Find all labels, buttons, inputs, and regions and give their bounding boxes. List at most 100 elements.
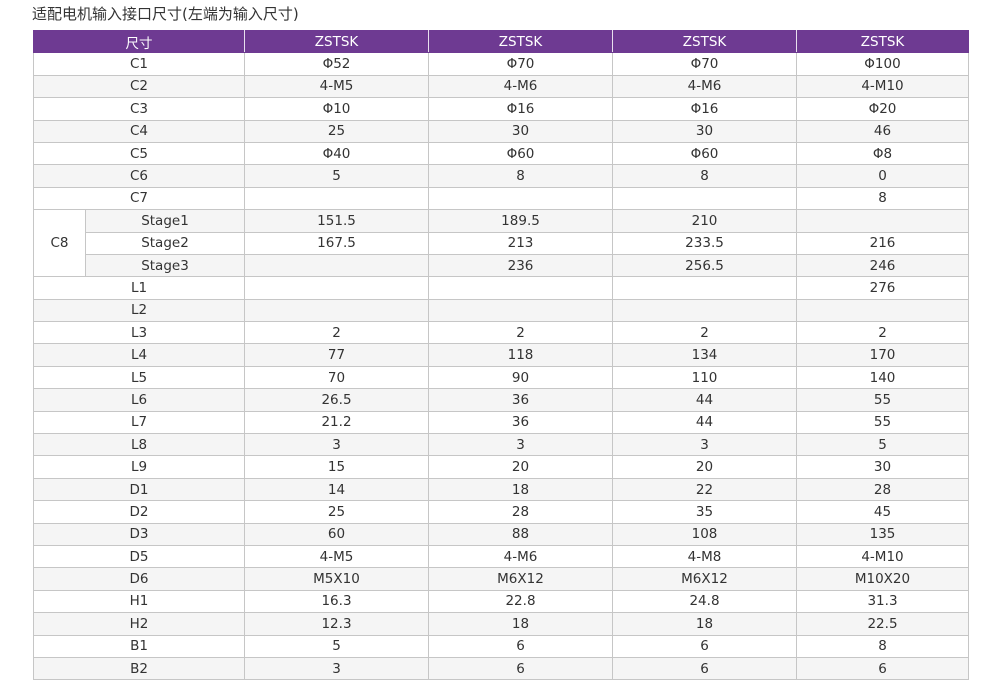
- row-label-cell: L9: [33, 455, 245, 479]
- value-cell: 24.8: [612, 589, 797, 614]
- table-row: H2 12.3 18 18 22.5: [33, 612, 969, 636]
- value-cell: 0: [796, 164, 969, 188]
- row-label-cell: D2: [33, 500, 245, 524]
- table-row: D2 25 28 35 45: [33, 500, 969, 524]
- value-cell: [244, 186, 429, 211]
- value-cell: [428, 186, 613, 211]
- value-cell: 5: [796, 433, 969, 457]
- value-cell: 6: [612, 634, 797, 658]
- row-label-cell: C3: [33, 97, 245, 121]
- page-title: 适配电机输入接口尺寸(左端为输入尺寸): [32, 5, 299, 23]
- table-row: L1 276: [33, 276, 969, 300]
- row-label-cell: Stage1: [85, 209, 245, 233]
- value-cell: Φ70: [428, 52, 613, 76]
- value-cell: Φ70: [612, 52, 797, 76]
- value-cell: 236: [428, 253, 613, 278]
- table-row: L5 70 90 110 140: [33, 365, 969, 390]
- table-row: B1 5 6 6 8: [33, 634, 969, 658]
- row-label-cell: C7: [33, 186, 245, 211]
- value-cell: 213: [428, 231, 613, 255]
- value-cell: M6X12: [428, 567, 613, 591]
- header-cell: ZSTSK: [612, 29, 797, 54]
- table-row: L2: [33, 298, 969, 323]
- value-cell: M10X20: [796, 567, 969, 591]
- row-label-cell: Stage2: [85, 231, 245, 255]
- value-cell: 4-M5: [244, 544, 429, 569]
- value-cell: 6: [428, 656, 613, 681]
- value-cell: 46: [796, 119, 969, 143]
- row-label-cell: B1: [33, 634, 245, 658]
- row-label-cell: D6: [33, 567, 245, 591]
- value-cell: 3: [612, 433, 797, 457]
- value-cell: 88: [428, 522, 613, 546]
- row-label-cell: C2: [33, 74, 245, 99]
- value-cell: 36: [428, 388, 613, 412]
- value-cell: 4-M8: [612, 544, 797, 569]
- row-label-cell: L8: [33, 433, 245, 457]
- value-cell: 170: [796, 343, 969, 367]
- value-cell: 16.3: [244, 589, 429, 614]
- table-row: C6 5 8 8 0: [33, 164, 969, 188]
- table-row: L4 77 118 134 170: [33, 343, 969, 367]
- value-cell: 22.5: [796, 612, 969, 636]
- value-cell: [612, 186, 797, 211]
- value-cell: 256.5: [612, 253, 797, 278]
- value-cell: [244, 253, 429, 278]
- value-cell: Φ60: [612, 141, 797, 166]
- value-cell: 12.3: [244, 612, 429, 636]
- value-cell: 26.5: [244, 388, 429, 412]
- row-label-cell: D5: [33, 544, 245, 569]
- value-cell: 28: [428, 500, 613, 524]
- spec-table: 尺寸 ZSTSK ZSTSK ZSTSK ZSTSK C1 Φ52 Φ70 Φ70 Φ1…: [33, 29, 969, 681]
- value-cell: Φ100: [796, 52, 969, 76]
- value-cell: 30: [428, 119, 613, 143]
- table-row: D3 60 88 108 135: [33, 522, 969, 546]
- table-row: C2 4-M5 4-M6 4-M6 4-M10: [33, 74, 969, 99]
- value-cell: [612, 276, 797, 300]
- table-row: C7 8: [33, 186, 969, 211]
- value-cell: 31.3: [796, 589, 969, 614]
- row-label-cell: C6: [33, 164, 245, 188]
- row-label-cell: L3: [33, 321, 245, 345]
- value-cell: 3: [244, 433, 429, 457]
- value-cell: Φ16: [612, 97, 797, 121]
- row-label-cell: L7: [33, 410, 245, 435]
- value-cell: 210: [612, 209, 797, 233]
- value-cell: 2: [428, 321, 613, 345]
- group-label-cell: C8: [33, 209, 86, 278]
- row-label-cell: L6: [33, 388, 245, 412]
- value-cell: 5: [244, 634, 429, 658]
- value-cell: 4-M6: [428, 544, 613, 569]
- value-cell: Φ40: [244, 141, 429, 166]
- value-cell: 2: [796, 321, 969, 345]
- value-cell: 77: [244, 343, 429, 367]
- table-row: C3 Φ10 Φ16 Φ16 Φ20: [33, 97, 969, 121]
- value-cell: 6: [428, 634, 613, 658]
- value-cell: 44: [612, 388, 797, 412]
- value-cell: 2: [244, 321, 429, 345]
- header-cell: 尺寸: [33, 29, 245, 54]
- value-cell: 4-M5: [244, 74, 429, 99]
- value-cell: 18: [428, 477, 613, 502]
- value-cell: 22.8: [428, 589, 613, 614]
- table-row: L6 26.5 36 44 55: [33, 388, 969, 412]
- value-cell: 70: [244, 365, 429, 390]
- header-cell: ZSTSK: [244, 29, 429, 54]
- value-cell: Φ10: [244, 97, 429, 121]
- value-cell: 22: [612, 477, 797, 502]
- value-cell: 8: [796, 634, 969, 658]
- table-row: Stage2 167.5 213 233.5 216: [34, 231, 969, 255]
- row-label-cell: C5: [33, 141, 245, 166]
- value-cell: 21.2: [244, 410, 429, 435]
- value-cell: 20: [428, 455, 613, 479]
- value-cell: 6: [612, 656, 797, 681]
- value-cell: 246: [796, 253, 969, 278]
- row-label-cell: Stage3: [85, 253, 245, 278]
- value-cell: Φ20: [796, 97, 969, 121]
- table-row: L9 15 20 20 30: [33, 455, 969, 479]
- row-label-cell: B2: [33, 656, 245, 681]
- value-cell: M5X10: [244, 567, 429, 591]
- value-cell: Φ60: [428, 141, 613, 166]
- table-row: C4 25 30 30 46: [33, 119, 969, 143]
- header-cell: ZSTSK: [428, 29, 613, 54]
